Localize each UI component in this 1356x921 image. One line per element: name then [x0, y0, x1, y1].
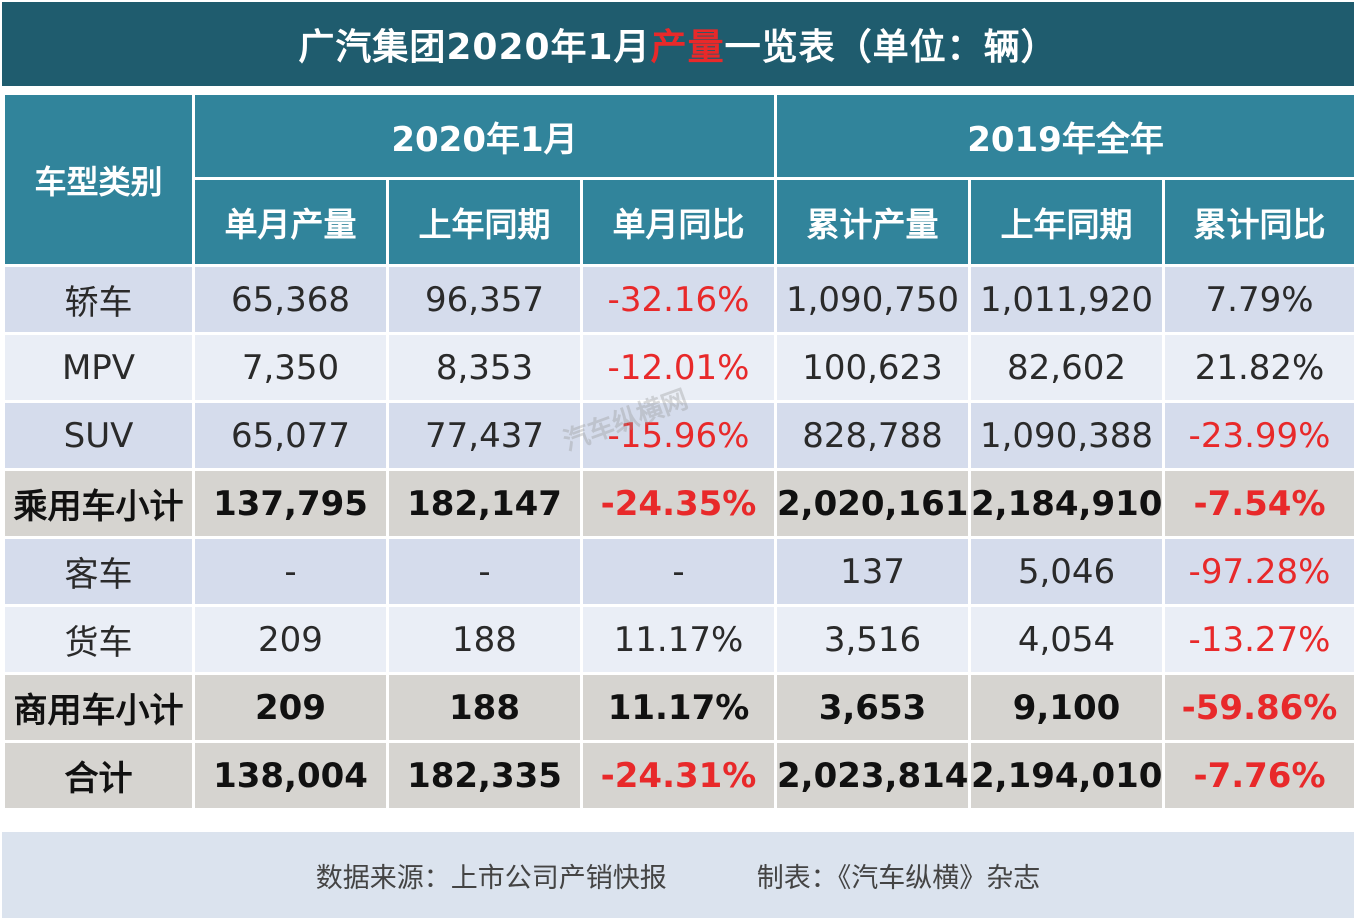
table-cell: 5,046 [968, 536, 1166, 607]
table-cell: 3,516 [774, 604, 972, 675]
table-row: MPV 7,350 8,353 -12.01% 100,623 82,602 21.82% [2, 332, 1356, 403]
table-cell: -7.76% [1162, 740, 1356, 811]
production-table: 车型类别 2020年1月 2019年全年 单月产量 上年同期 单月同比 累计产量… [2, 92, 1356, 811]
table-cell: 9,100 [968, 672, 1166, 743]
header-monthly-yoy: 单月同比 [579, 177, 778, 267]
table-cell: - [192, 536, 389, 607]
table-cell: -32.16% [579, 264, 778, 335]
table-cell: 137,795 [192, 468, 389, 539]
header-prior-year-period: 上年同期 [386, 177, 583, 267]
table-cell: -23.99% [1162, 400, 1356, 471]
row-label: 乘用车小计 [2, 468, 195, 539]
footer-maker: 制表：《汽车纵横》杂志 [756, 862, 1041, 894]
row-label: MPV [2, 332, 195, 403]
title-prefix: 广汽集团2020年1月 [298, 27, 651, 68]
table-cell: 82,602 [968, 332, 1166, 403]
row-label: SUV [2, 400, 195, 471]
title-suffix: 一览表（单位：辆） [724, 27, 1058, 68]
table-cell: 11.17% [579, 604, 778, 675]
table-cell: 828,788 [774, 400, 972, 471]
table-cell: -12.01% [579, 332, 778, 403]
table-cell: 209 [192, 604, 389, 675]
table-cell: 8,353 [386, 332, 583, 403]
table-cell: 182,335 [386, 740, 583, 811]
table-cell: 209 [192, 672, 389, 743]
table-row: 货车 209 188 11.17% 3,516 4,054 -13.27% [2, 604, 1356, 675]
table-title: 广汽集团2020年1月 产量 一览表（单位：辆） [2, 2, 1354, 86]
footer-source: 数据来源：上市公司产销快报 [315, 862, 667, 894]
table-cell: -59.86% [1162, 672, 1356, 743]
table-cell: 7,350 [192, 332, 389, 403]
table-row: 商用车小计 209 188 11.17% 3,653 9,100 -59.86% [2, 672, 1356, 743]
table-cell: 188 [386, 672, 583, 743]
table-row: 乘用车小计 137,795 182,147 -24.35% 2,020,161 2,184… [2, 468, 1356, 539]
header-monthly-output: 单月产量 [192, 177, 389, 267]
header-prior-year-cumulative: 上年同期 [968, 177, 1166, 267]
table-cell: 137 [774, 536, 972, 607]
table-cell: -13.27% [1162, 604, 1356, 675]
table-row: SUV 65,077 77,437 -15.96% 828,788 1,090,388 -2… [2, 400, 1356, 471]
table-cell: -7.54% [1162, 468, 1356, 539]
table-cell: -97.28% [1162, 536, 1356, 607]
table-cell: 182,147 [386, 468, 583, 539]
table-cell: 1,011,920 [968, 264, 1166, 335]
table-cell: 2,023,814 [774, 740, 972, 811]
table-cell: 1,090,388 [968, 400, 1166, 471]
table-cell: 2,194,010 [968, 740, 1166, 811]
table-row: 合计 138,004 182,335 -24.31% 2,023,814 2,194,01… [2, 740, 1356, 811]
header-cumulative-output: 累计产量 [774, 177, 972, 267]
row-label: 货车 [2, 604, 195, 675]
table-cell: 4,054 [968, 604, 1166, 675]
table-row: 客车 - - -137 5,046 -97.28% [2, 536, 1356, 607]
table-cell: 2,020,161 [774, 468, 972, 539]
title-highlight: 产量 [650, 27, 725, 68]
table-cell: 100,623 [774, 332, 972, 403]
table-cell: - [579, 536, 778, 607]
table-cell: -24.35% [579, 468, 778, 539]
table-cell: 1,090,750 [774, 264, 972, 335]
row-label: 客车 [2, 536, 195, 607]
table-cell: 138,004 [192, 740, 389, 811]
row-label: 商用车小计 [2, 672, 195, 743]
table-cell: 11.17% [579, 672, 778, 743]
table-cell: -24.31% [579, 740, 778, 811]
table-cell: 2,184,910 [968, 468, 1166, 539]
table-cell: 3,653 [774, 672, 972, 743]
table-cell: 65,368 [192, 264, 389, 335]
table-cell: 77,437 [386, 400, 583, 471]
table-cell: 188 [386, 604, 583, 675]
header-vehicle-type: 车型类别 [2, 92, 195, 267]
table-cell: -15.96% [579, 400, 778, 471]
header-group-2020-jan: 2020年1月 [191, 92, 778, 180]
footer: 数据来源：上市公司产销快报 制表：《汽车纵横》杂志 [2, 832, 1354, 918]
table-cell: 96,357 [386, 264, 583, 335]
row-label: 轿车 [2, 264, 195, 335]
header-group-2019-full: 2019年全年 [774, 92, 1356, 180]
header-cumulative-yoy: 累计同比 [1162, 177, 1356, 267]
table-cell: 65,077 [192, 400, 389, 471]
table-cell: 7.79% [1162, 264, 1356, 335]
row-label: 合计 [2, 740, 195, 811]
table-cell: 21.82% [1162, 332, 1356, 403]
table-cell: - [386, 536, 583, 607]
table-row: 轿车 65,368 96,357 -32.16% 1,090,750 1,011,920 7… [2, 264, 1356, 335]
